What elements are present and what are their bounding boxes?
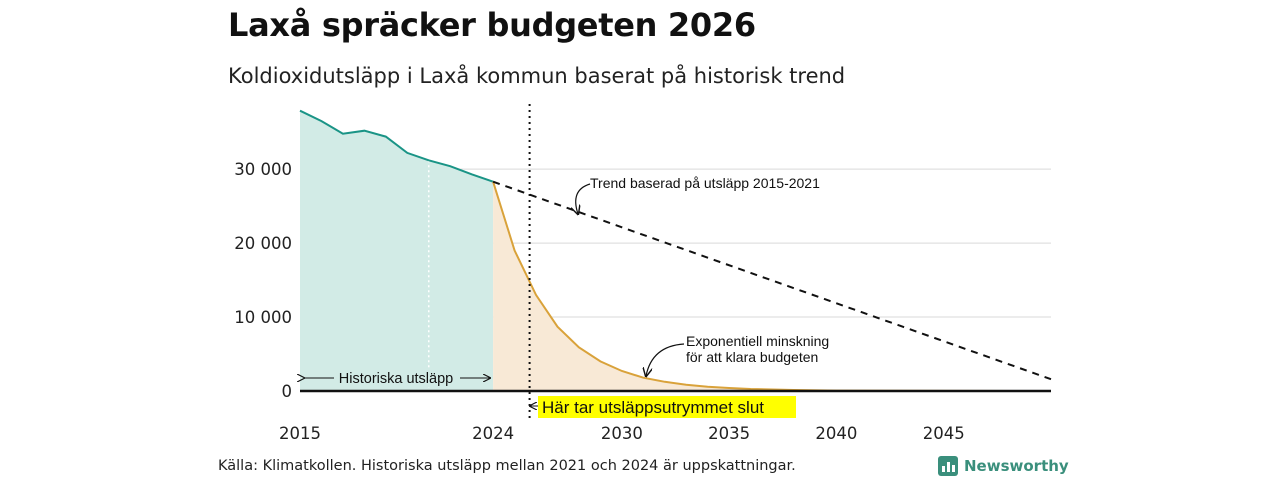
- axes: 0 10 000 20 000 30 000 2015 2024 2030 2035 2040 2…: [234, 104, 1051, 443]
- budget-end-highlight: [538, 396, 796, 418]
- y-tick-label: 30 000: [234, 160, 292, 179]
- budget-end-label: Här tar utsläppsutrymmet slut: [542, 398, 764, 417]
- historical-label-bg: [334, 369, 460, 387]
- decline-annotation-line2: för att klara budgeten: [686, 349, 818, 365]
- x-tick-label: 2030: [601, 424, 643, 443]
- bar-chart-icon: [938, 456, 958, 476]
- x-tick-label: 2015: [279, 424, 321, 443]
- chart-title: Laxå spräcker budgeten 2026: [228, 6, 756, 44]
- historical-area: [300, 110, 494, 391]
- historical-line: [299, 109, 494, 183]
- decline-annotation-arrow: [646, 343, 685, 376]
- y-tick-label: 20 000: [234, 234, 292, 253]
- decline-annotation-line1: Exponentiell minskning: [686, 333, 829, 349]
- x-tick-label: 2040: [815, 424, 857, 443]
- y-tick-label: 10 000: [234, 308, 292, 327]
- source-note: Källa: Klimatkollen. Historiska utsläpp …: [218, 458, 796, 474]
- trend-annotation: Trend baserad på utsläpp 2015-2021: [590, 175, 820, 191]
- brand-name: Newsworthy: [964, 457, 1069, 475]
- brand-logo[interactable]: Newsworthy: [938, 456, 1069, 476]
- annotations: Trend baserad på utsläpp 2015-2021 Expon…: [304, 175, 829, 418]
- trend-annotation-arrow: [576, 183, 591, 214]
- x-tick-label: 2045: [923, 424, 965, 443]
- historical-annotation: Historiska utsläpp: [339, 371, 453, 387]
- budget-area: [493, 181, 1052, 391]
- area-fills: [300, 110, 1052, 391]
- y-tick-label: 0: [282, 382, 293, 401]
- chart-subtitle: Koldioxidutsläpp i Laxå kommun baserat p…: [228, 64, 846, 88]
- x-tick-label: 2035: [708, 424, 750, 443]
- x-tick-label: 2024: [472, 424, 514, 443]
